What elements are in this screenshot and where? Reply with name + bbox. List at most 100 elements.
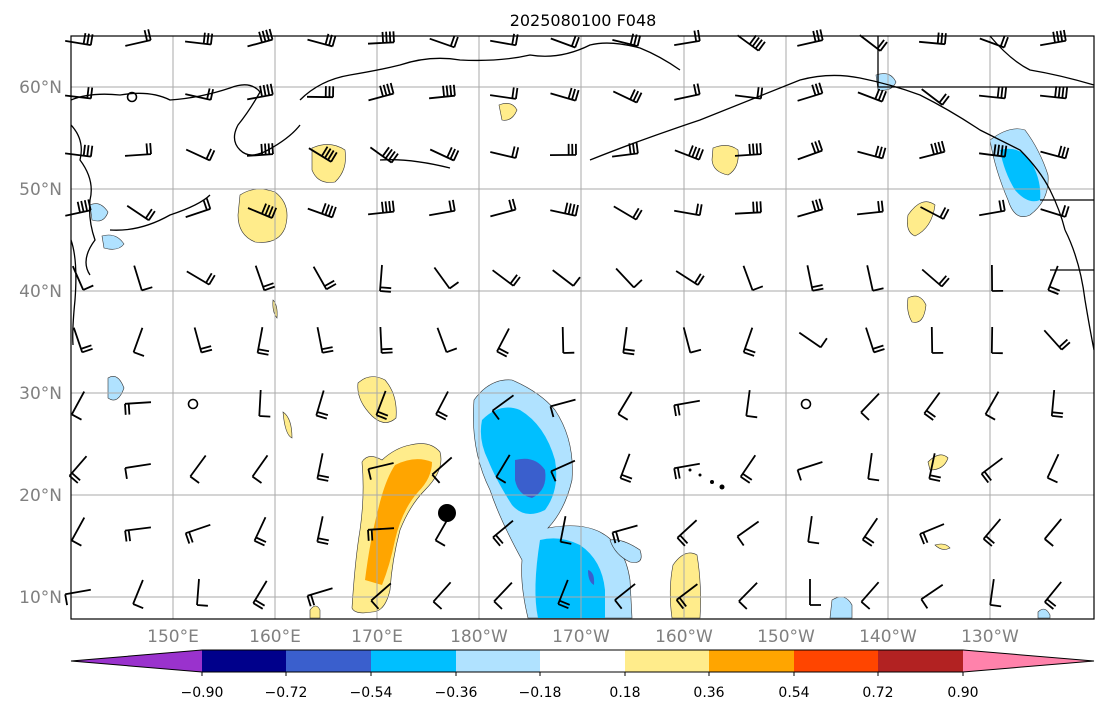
wind-barb — [132, 327, 145, 357]
lat-label: 30°N — [19, 384, 62, 404]
wind-barb — [991, 264, 1004, 292]
wind-barb — [429, 84, 456, 100]
wind-barb — [980, 457, 1003, 484]
wind-barb — [490, 146, 520, 159]
wind-barb — [1040, 145, 1070, 160]
wind-barb — [920, 206, 950, 220]
wind-barb — [674, 203, 703, 217]
wind-barb — [919, 523, 945, 545]
wind-barb — [492, 269, 521, 287]
wind-barb — [429, 199, 456, 217]
wind-barb — [611, 524, 638, 544]
wind-barb — [617, 391, 633, 421]
lon-label: 170°E — [351, 627, 403, 647]
wind-barb — [860, 581, 880, 610]
wind-barb — [65, 32, 94, 46]
wind-barb — [736, 520, 760, 547]
wind-barb — [797, 198, 824, 218]
wind-barb — [919, 140, 946, 160]
wind-barb — [797, 82, 824, 102]
lon-label: 180°W — [450, 627, 508, 647]
wind-barb — [611, 142, 639, 158]
wind-barb — [613, 205, 643, 221]
wind-barb — [797, 140, 824, 161]
wind-barb — [561, 326, 575, 354]
wind-barb — [739, 454, 757, 484]
wind-barb — [367, 527, 395, 541]
wind-barb — [1044, 581, 1062, 610]
map-frame — [70, 35, 1095, 620]
wind-barb — [490, 198, 517, 218]
wind-barb — [1047, 265, 1061, 295]
wind-barb — [550, 459, 576, 482]
wind-barb — [316, 453, 330, 482]
wind-barb — [316, 516, 329, 545]
wind-barb — [809, 579, 821, 606]
latitude-labels: 60°N 50°N 40°N 30°N 20°N 10°N — [19, 78, 62, 608]
wind-barb — [70, 517, 86, 547]
wind-barb — [247, 83, 274, 101]
wind-barb — [920, 583, 944, 609]
wind-barb — [860, 392, 880, 421]
colorbar-segment — [202, 650, 286, 672]
wind-barb — [550, 87, 580, 102]
wind-barb — [312, 266, 337, 291]
colorbar-segment — [709, 650, 794, 672]
wind-barb — [1050, 390, 1064, 418]
wind-barb — [256, 327, 270, 356]
wind-barb — [492, 520, 514, 547]
wind-barb — [857, 200, 884, 216]
wind-barb — [734, 87, 764, 100]
wind-barb — [619, 453, 633, 483]
wind-barb — [185, 148, 216, 162]
wind-barb — [1046, 453, 1060, 484]
lon-label: 150°E — [147, 627, 199, 647]
colorbar-segment — [794, 650, 878, 672]
wind-barb — [1043, 329, 1071, 351]
wind-barb — [185, 198, 212, 218]
wind-barb — [674, 145, 704, 161]
wind-barb — [124, 526, 152, 542]
wind-barb — [550, 35, 580, 49]
wind-barb — [431, 456, 453, 484]
wind-barb — [734, 143, 762, 157]
colorbar-segment — [456, 650, 540, 672]
shaded-contours — [237, 103, 951, 619]
wind-barbs — [64, 28, 1071, 610]
wind-barb — [861, 517, 879, 547]
wind-barb — [429, 147, 460, 162]
calm-circle — [126, 91, 138, 103]
wind-barb — [493, 581, 513, 610]
wind-barb — [866, 265, 884, 292]
wind-barb — [673, 399, 700, 417]
map-area — [71, 36, 1094, 619]
wind-barb — [432, 581, 452, 610]
wind-barb — [315, 390, 329, 420]
wind-barb — [124, 143, 152, 157]
lon-label: 160°W — [655, 627, 713, 647]
lon-label: 150°W — [757, 627, 815, 647]
lon-label: 170°W — [552, 627, 610, 647]
wind-barb — [126, 205, 156, 221]
wind-barb — [930, 326, 944, 354]
colorbar-segment — [963, 650, 1094, 672]
wind-barb — [306, 587, 333, 607]
wind-barb — [979, 86, 1007, 100]
wind-barb — [258, 389, 271, 418]
wind-barb — [736, 34, 766, 52]
wind-barb — [615, 267, 643, 289]
colorbar-segment — [371, 650, 456, 672]
colorbar — [70, 649, 1095, 676]
wind-barb — [306, 86, 335, 99]
wind-barb — [865, 327, 885, 354]
wind-barb — [189, 454, 207, 484]
colorbar-tick: −0.90 — [181, 685, 224, 701]
wind-barb — [990, 326, 1003, 355]
wind-barb — [612, 33, 642, 47]
wind-barb — [612, 89, 643, 104]
wind-barb — [979, 199, 1006, 217]
wind-barb — [557, 579, 571, 610]
wind-barb — [316, 327, 334, 354]
wind-barb — [798, 331, 828, 349]
wind-barb — [367, 31, 395, 45]
